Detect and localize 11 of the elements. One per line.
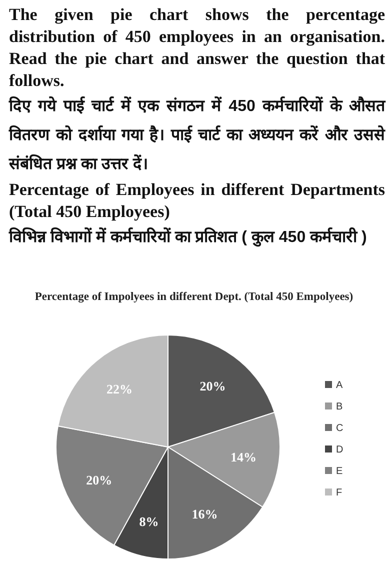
legend-label: A [336, 380, 343, 391]
annotation: विभिन्न विभागों में कर्मचारियों का प्रतिशत ( कुल 450 कर्मचारी ) [9, 226, 368, 249]
legend-label: D [336, 444, 344, 456]
legend-label: E [336, 466, 343, 477]
annotation: दिए गये पाई चार्ट में एक संगठन में 450 कर्मचारियों के औसत वितरण को दर्शाया गया है। पाई चार्ट का अध्ययन करें और उससे संबंधित प्रश्न का उत्तर दें। [9, 95, 385, 175]
legend-label: F [336, 488, 342, 498]
legend-label: C [336, 423, 344, 434]
annotation: Percentage of Employees in different Departments (Total 450 Employees) [9, 179, 385, 223]
legend-label: B [336, 402, 343, 412]
title: Percentage of Impolyees in different Dept. (Total 450 Empolyees) [34, 291, 354, 303]
annotation: The given pie chart shows the percentage distribution of 450 employees in an organisation. Read the pie chart and answer the question that follows. [9, 4, 385, 92]
